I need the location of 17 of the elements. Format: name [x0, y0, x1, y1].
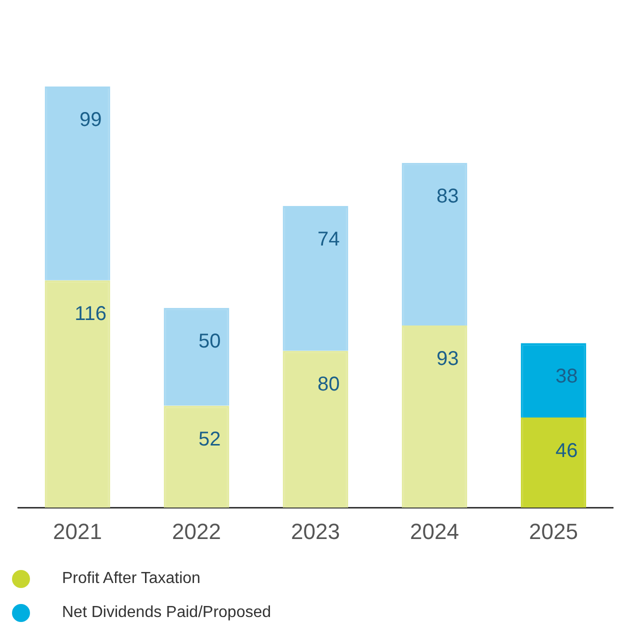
data-label: 38	[555, 366, 578, 388]
data-label: 74	[317, 228, 340, 251]
legend-label: Net Dividends Paid/Proposed	[62, 604, 272, 622]
data-label: 99	[79, 109, 102, 132]
data-label: 52	[198, 428, 221, 450]
data-label: 46	[555, 440, 578, 462]
legend-label: Profit After Taxation	[62, 570, 200, 588]
data-label: 80	[317, 373, 340, 396]
data-label: 83	[436, 185, 459, 208]
data-label: 93	[436, 348, 459, 370]
x-tick-label: 2022	[172, 518, 221, 544]
data-label: 116	[74, 302, 107, 325]
x-tick-label: 2021	[53, 518, 102, 544]
data-label: 50	[198, 330, 221, 352]
x-tick-label: 2024	[410, 518, 459, 544]
x-tick-label: 2023	[291, 518, 340, 544]
x-tick-label: 2025	[529, 518, 578, 544]
